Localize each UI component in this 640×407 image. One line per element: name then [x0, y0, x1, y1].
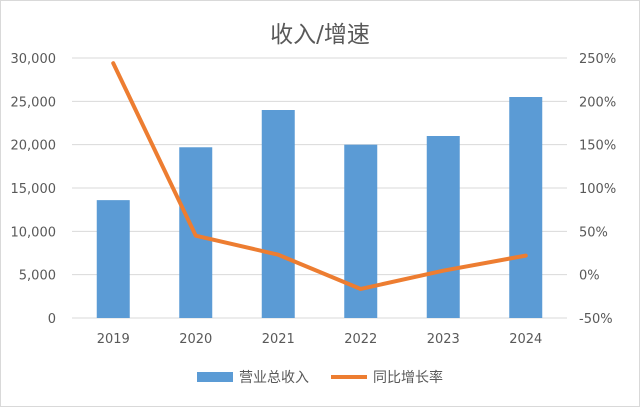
x-tick-label: 2021 [262, 332, 295, 347]
left-tick-label: 30,000 [11, 52, 57, 67]
bar-2022 [344, 144, 378, 318]
left-tick-label: 15,000 [11, 182, 57, 197]
legend-label: 营业总收入 [239, 370, 309, 386]
right-tick-label: 50% [579, 225, 608, 240]
growth-line [111, 61, 528, 291]
x-tick-label: 2022 [344, 332, 377, 347]
x-tick-label: 2024 [509, 332, 542, 347]
right-tick-label: 0% [579, 269, 600, 284]
right-tick-label: 150% [579, 139, 616, 154]
legend-line-swatch [331, 375, 367, 379]
right-tick-label: -50% [579, 312, 613, 327]
right-tick-label: 100% [579, 182, 616, 197]
chart-title: 收入/增速 [270, 22, 370, 48]
legend-item-growth: 同比增长率 [331, 367, 443, 387]
legend-item-revenue: 营业总收入 [197, 367, 309, 387]
bar-2021 [261, 110, 295, 318]
left-tick-label: 10,000 [11, 225, 57, 240]
left-tick-label: 0 [48, 312, 56, 327]
right-tick-label: 250% [579, 52, 616, 67]
x-tick-label: 2020 [179, 332, 212, 347]
left-tick-label: 25,000 [11, 95, 57, 110]
x-tick-label: 2023 [427, 332, 460, 347]
right-tick-label: 200% [579, 95, 616, 110]
bar-2024 [509, 97, 543, 318]
bar-2023 [426, 136, 460, 318]
left-tick-label: 20,000 [11, 139, 57, 154]
legend-label: 同比增长率 [373, 370, 443, 386]
x-tick-label: 2019 [97, 332, 130, 347]
legend-bar-swatch [197, 372, 233, 382]
left-tick-label: 5,000 [19, 269, 56, 284]
legend: 营业总收入 同比增长率 [1, 367, 639, 387]
bar-2019 [96, 200, 130, 318]
